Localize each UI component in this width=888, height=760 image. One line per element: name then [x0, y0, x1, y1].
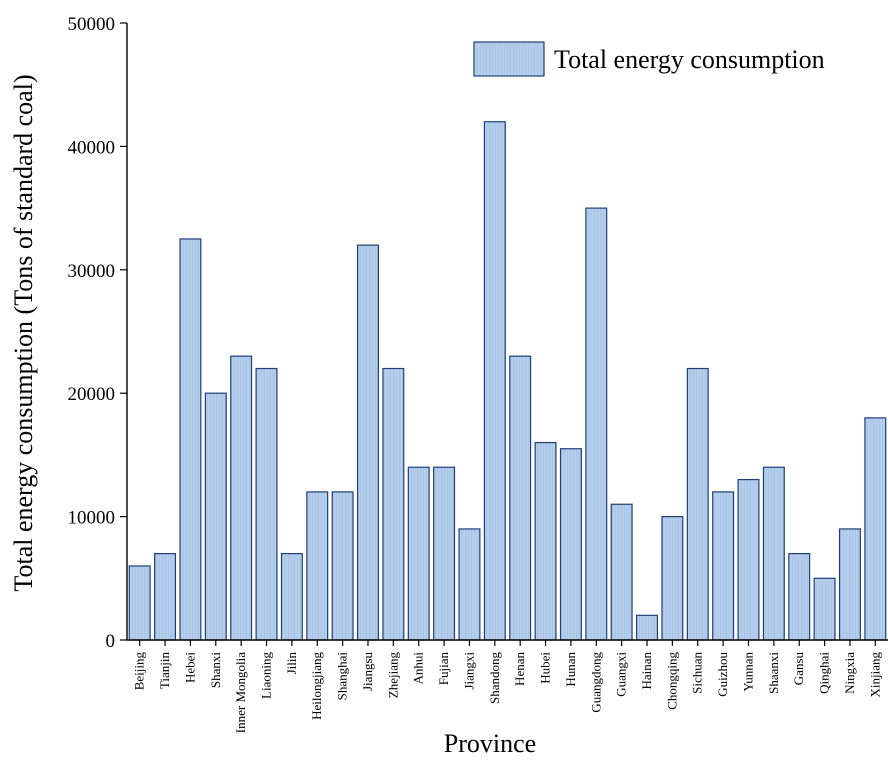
x-tick-label: Tianjin [157, 652, 172, 690]
x-tick-label: Fujian [436, 652, 451, 686]
x-tick-label: Beijing [132, 652, 147, 691]
bar-jilin [280, 553, 303, 641]
bar-sichuan [686, 367, 709, 641]
bar-jiangxi [458, 528, 481, 641]
bar-shanxi [204, 392, 227, 641]
bar-anhui [407, 466, 430, 641]
bar-hebei [179, 238, 202, 641]
x-tick-label: Qinghai [817, 652, 832, 694]
bar-shaanxi [762, 466, 785, 641]
x-tick-label: Shaanxi [766, 652, 781, 694]
legend: Total energy consumption [473, 41, 825, 77]
bar-guangdong [585, 207, 608, 641]
bar-tianjin [154, 553, 177, 641]
x-tick-label: Anhui [411, 652, 426, 685]
x-tick-label: Ningxia [842, 652, 857, 694]
x-tick-label: Sichuan [690, 652, 705, 694]
bar-heilongjiang [306, 491, 329, 641]
bar-shanghai [331, 491, 354, 641]
x-axis-ticks: Beijing Tianjin Hebei Shanxi Inner Mongolia L… [132, 640, 882, 733]
bar-ningxia [838, 528, 861, 641]
bar-guizhou [712, 491, 735, 641]
x-tick-label: Henan [512, 652, 527, 686]
x-tick-label: Shandong [487, 652, 502, 705]
y-tick-label: 10000 [68, 508, 116, 529]
x-tick-label: Guangdong [588, 652, 603, 713]
bar-yunnan [737, 478, 760, 641]
y-tick-label: 0 [106, 631, 116, 652]
x-tick-label: Gansu [791, 652, 806, 686]
bar-beijing [128, 565, 151, 641]
x-tick-label: Inner Mongolia [233, 652, 248, 733]
bar-henan [509, 355, 532, 641]
bar-inner-mongolia [230, 355, 253, 641]
bar-liaoning [255, 367, 278, 641]
legend-label: Total energy consumption [554, 45, 825, 74]
bar-hunan [559, 448, 582, 641]
x-tick-label: Guangxi [614, 652, 629, 697]
x-tick-label: Hunan [563, 652, 578, 687]
x-tick-label: Chongqing [664, 652, 679, 710]
x-tick-label: Xinjiang [867, 652, 882, 698]
y-axis-ticks: 0 10000 20000 30000 40000 50000 [68, 14, 127, 652]
x-tick-label: Hainan [639, 652, 654, 690]
bar-zhejiang [382, 367, 405, 641]
bar-jiangsu [356, 244, 379, 641]
x-tick-label: Hubei [538, 652, 553, 684]
bars-group [128, 121, 887, 641]
legend-swatch [473, 41, 545, 77]
bar-gansu [788, 553, 811, 641]
x-tick-label: Jiangsu [360, 652, 375, 692]
x-tick-label: Shanxi [208, 652, 223, 689]
bar-chongqing [661, 515, 684, 641]
bar-fujian [433, 466, 456, 641]
x-tick-label: Guizhou [715, 652, 730, 697]
y-tick-label: 50000 [68, 14, 116, 35]
bar-hubei [534, 441, 557, 641]
y-axis-title: Total energy consumption (Tons of standa… [9, 74, 38, 591]
x-tick-label: Shanghai [335, 652, 350, 701]
y-tick-label: 30000 [68, 261, 116, 282]
x-tick-label: Liaoning [259, 652, 274, 699]
x-axis-title: Province [444, 729, 536, 758]
x-tick-label: Yunnan [740, 652, 755, 692]
bar-shandong [483, 121, 506, 641]
x-tick-label: Jilin [284, 652, 299, 675]
bar-qinghai [813, 577, 836, 641]
x-tick-label: Heilongjiang [309, 652, 324, 720]
y-tick-label: 20000 [68, 384, 116, 405]
bar-xinjiang [864, 417, 887, 641]
bar-hainan [636, 614, 659, 641]
x-tick-label: Jiangxi [461, 652, 476, 690]
x-tick-label: Hebei [182, 652, 197, 683]
y-tick-label: 40000 [68, 137, 116, 158]
bar-guangxi [610, 503, 633, 641]
x-tick-label: Zhejiang [385, 652, 400, 699]
